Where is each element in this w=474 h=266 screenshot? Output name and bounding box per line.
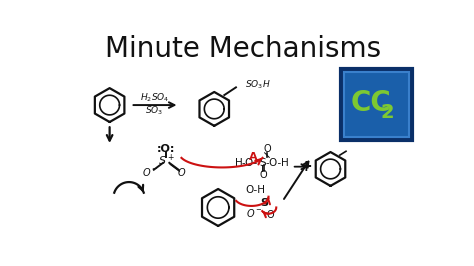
- Text: Minute Mechanisms: Minute Mechanisms: [105, 35, 381, 63]
- Text: $O^-$: $O^-$: [142, 166, 159, 178]
- FancyBboxPatch shape: [341, 69, 412, 140]
- Text: $SO_3H$: $SO_3H$: [245, 78, 271, 90]
- Text: :O:: :O:: [157, 144, 175, 154]
- Text: 2: 2: [381, 103, 394, 122]
- Text: H: H: [281, 158, 289, 168]
- Text: O: O: [259, 170, 267, 180]
- Text: +: +: [299, 159, 312, 174]
- Text: O: O: [266, 210, 274, 220]
- Text: $SO_3$: $SO_3$: [146, 104, 164, 117]
- Text: ..: ..: [164, 140, 168, 147]
- Text: S: S: [261, 198, 269, 208]
- Text: O: O: [263, 144, 271, 154]
- Text: H: H: [235, 158, 243, 168]
- Text: $S^+$: $S^+$: [158, 153, 175, 168]
- Text: $H_2SO_4$: $H_2SO_4$: [140, 92, 169, 104]
- Text: $O^-$: $O^-$: [246, 207, 263, 219]
- Text: O-H: O-H: [246, 185, 265, 195]
- Text: -O-: -O-: [241, 158, 257, 168]
- Text: A: A: [249, 152, 257, 162]
- Text: S: S: [259, 158, 265, 168]
- Text: -O-: -O-: [265, 158, 281, 168]
- Text: CC: CC: [350, 89, 391, 117]
- Text: $O$: $O$: [177, 166, 186, 178]
